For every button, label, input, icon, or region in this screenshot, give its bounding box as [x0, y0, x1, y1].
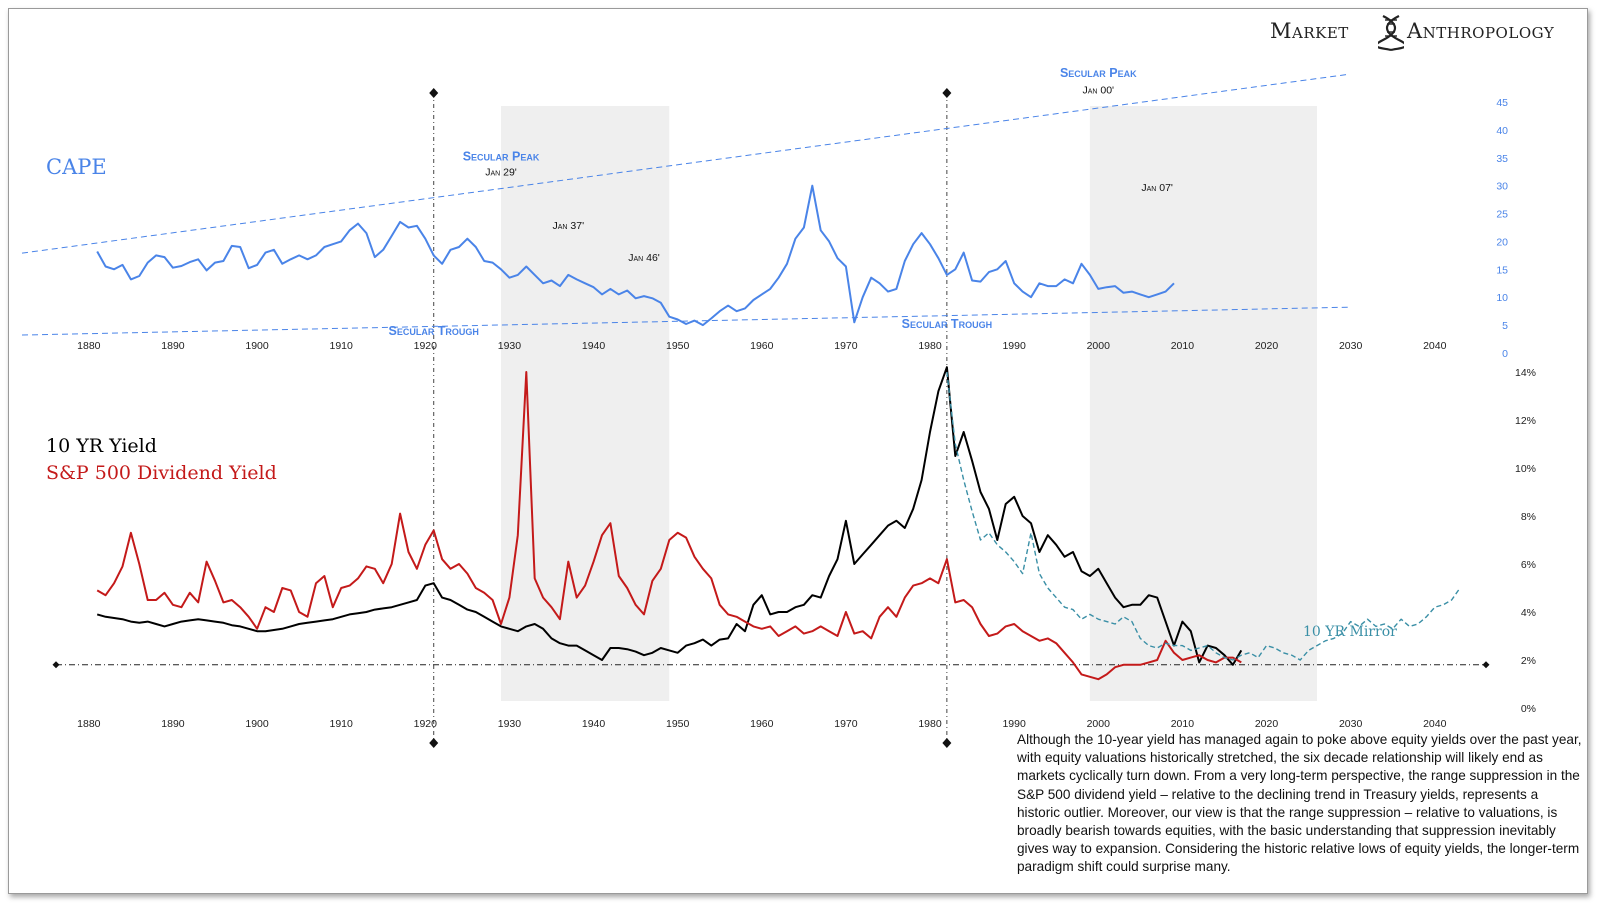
brand-word-left: Market [1270, 19, 1349, 43]
legend-ten-year: 10 YR Yield [46, 435, 157, 457]
yield-x-tick-label: 1890 [161, 718, 185, 730]
yield-x-tick-label: 1960 [750, 718, 774, 730]
yield-x-tick-label: 1990 [1002, 718, 1026, 730]
cape-annotation-4: Jan 46' [628, 252, 660, 264]
cape-x-tick-label: 1970 [834, 340, 858, 352]
cape-annotation-6: Secular Trough [902, 317, 992, 331]
yield-x-tick-label: 2020 [1255, 718, 1279, 730]
cape-x-tick-label: 1880 [77, 340, 101, 352]
cape-x-tick-label: 1900 [245, 340, 269, 352]
yield-x-tick-label: 1880 [77, 718, 101, 730]
marker-diamond-2-2 [942, 738, 952, 748]
cape-y-tick-label: 45 [1496, 97, 1508, 109]
series-line-ten-year [96, 366, 1243, 666]
yield-x-tick-label: 1940 [582, 718, 606, 730]
yield-y-tick-label: 6% [1521, 559, 1536, 571]
cape-x-tick-label: 1990 [1002, 340, 1026, 352]
yield-x-tick-label: 2010 [1171, 718, 1195, 730]
brand-logo: Market Anthropology [1270, 13, 1590, 51]
yield-y-tick-label: 10% [1515, 463, 1536, 475]
yield-x-tick-label: 1980 [918, 718, 942, 730]
cape-y-tick-label: 20 [1496, 236, 1508, 248]
cape-x-tick-label: 2040 [1423, 340, 1447, 352]
reference-end-marker-right [1482, 661, 1490, 669]
yield-x-tick-label: 1930 [498, 718, 522, 730]
marker-diamond-1-2 [429, 738, 439, 748]
chart-frame [8, 8, 1588, 894]
cape-trend-line-1 [21, 73, 1351, 254]
yield-y-tick-label: 4% [1521, 607, 1536, 619]
yield-x-tick-label: 1910 [330, 718, 354, 730]
shaded-region-2 [1089, 106, 1317, 701]
cape-annotation-5: Secular Trough [388, 324, 478, 338]
yield-x-tick-label: 1900 [245, 718, 269, 730]
yield-x-tick-label: 2000 [1087, 718, 1111, 730]
marker-diamond-2-1 [942, 88, 952, 98]
cape-x-tick-label: 2010 [1171, 340, 1195, 352]
cape-annotation-2: Jan 29' [485, 167, 517, 179]
cape-x-tick-label: 1960 [750, 340, 774, 352]
series-line-dividend [96, 371, 1242, 681]
legend-ten-year-mirror: 10 YR Mirror [1303, 624, 1397, 640]
cape-y-tick-label: 30 [1496, 181, 1508, 193]
legend-dividend-yield: S&P 500 Dividend Yield [46, 462, 277, 484]
cape-annotation-7: Secular Peak [1060, 66, 1137, 80]
cape-title: CAPE [46, 155, 107, 179]
yield-x-tick-label: 1920 [414, 718, 438, 730]
yield-x-tick-label: 1950 [666, 718, 690, 730]
cape-x-tick-label: 2000 [1087, 340, 1111, 352]
commentary-text: Although the 10-year yield has managed a… [1017, 732, 1582, 875]
cape-y-tick-label: 25 [1496, 209, 1508, 221]
cape-x-tick-label: 1940 [582, 340, 606, 352]
yield-x-tick-label: 2040 [1423, 718, 1447, 730]
cape-annotation-3: Jan 37' [553, 220, 585, 232]
yield-x-tick-label: 1970 [834, 718, 858, 730]
cape-x-tick-label: 1930 [498, 340, 522, 352]
cape-x-tick-label: 1890 [161, 340, 185, 352]
cape-y-tick-label: 10 [1496, 292, 1508, 304]
yield-y-tick-label: 2% [1521, 655, 1536, 667]
yield-y-tick-label: 8% [1521, 511, 1536, 523]
cape-y-tick-label: 5 [1502, 320, 1508, 332]
marker-diamond-1-1 [429, 88, 439, 98]
brand-word-right: Anthropology [1407, 19, 1555, 43]
cape-annotation-8: Jan 00' [1082, 85, 1114, 97]
cape-y-tick-label: 0 [1502, 348, 1508, 360]
cape-x-tick-label: 2020 [1255, 340, 1279, 352]
cape-x-tick-label: 1920 [414, 340, 438, 352]
cape-x-tick-label: 1980 [918, 340, 942, 352]
shaded-region-1 [501, 106, 670, 701]
yield-y-tick-label: 0% [1521, 703, 1536, 715]
cape-trend-line-2 [21, 306, 1351, 336]
yield-y-tick-label: 14% [1515, 367, 1536, 379]
cape-x-tick-label: 1910 [330, 340, 354, 352]
cape-x-tick-label: 2030 [1339, 340, 1363, 352]
cape-y-tick-label: 40 [1496, 125, 1508, 137]
yield-x-tick-label: 2030 [1339, 718, 1363, 730]
cape-y-tick-label: 15 [1496, 264, 1508, 276]
cape-annotation-9: Jan 07' [1141, 182, 1173, 194]
yield-y-tick-label: 12% [1515, 415, 1536, 427]
series-line-mirror [946, 371, 1461, 661]
dna-helix-icon [1378, 15, 1404, 51]
cape-y-tick-label: 35 [1496, 153, 1508, 165]
cape-annotation-1: Secular Peak [463, 150, 540, 164]
reference-end-marker-left [52, 661, 60, 669]
cape-series-line [96, 184, 1175, 327]
cape-x-tick-label: 1950 [666, 340, 690, 352]
